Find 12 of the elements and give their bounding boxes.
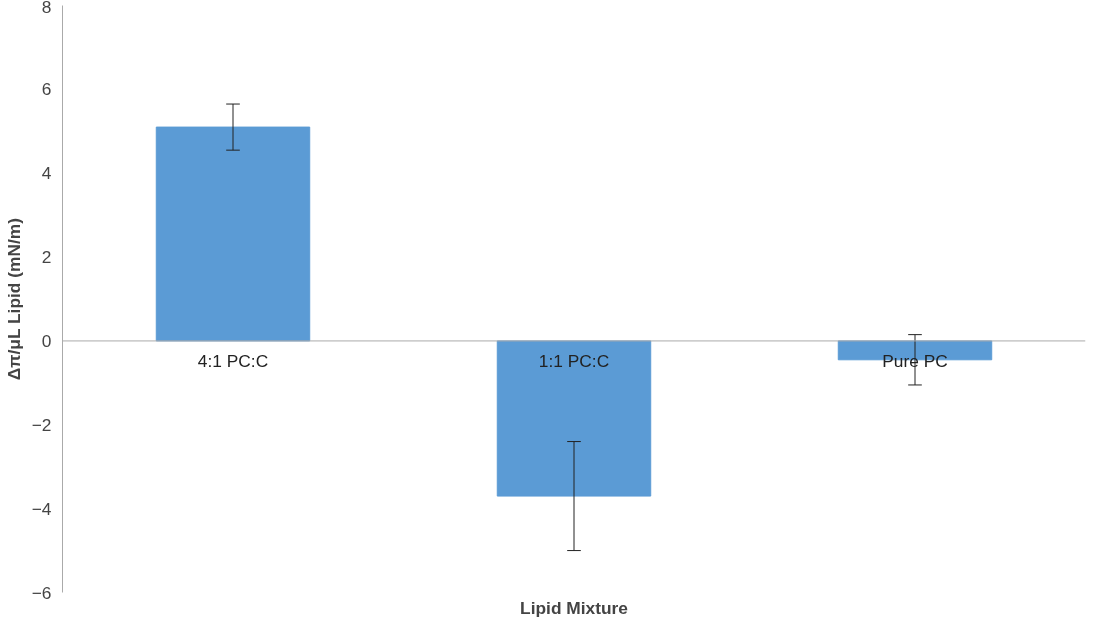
x-tick-label: 4:1 PC:C <box>197 350 269 371</box>
y-tick-label: −4 <box>31 498 52 519</box>
x-tick-label: 1:1 PC:C <box>538 350 610 371</box>
y-tick-label: 2 <box>41 247 52 268</box>
y-tick-label: 6 <box>41 79 52 100</box>
x-axis-title: Lipid Mixture <box>520 597 629 618</box>
y-tick-label: −6 <box>31 582 52 603</box>
y-tick-label: 4 <box>41 163 52 184</box>
y-tick-label: −2 <box>31 414 52 435</box>
y-axis-title: Δπ/μL Lipid (mN/m) <box>3 218 24 381</box>
y-tick-label: 0 <box>41 330 52 351</box>
y-tick-label: 8 <box>41 0 52 17</box>
